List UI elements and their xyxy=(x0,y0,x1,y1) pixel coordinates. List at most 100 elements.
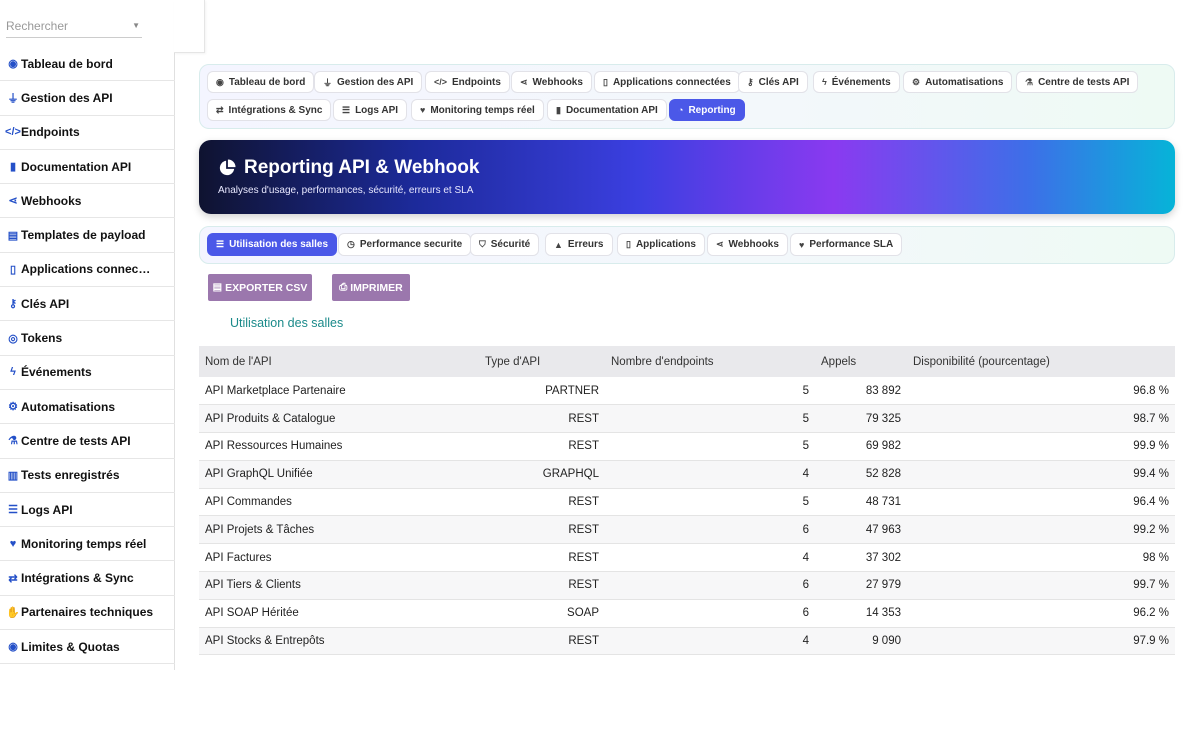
bolt-icon: ϟ xyxy=(10,366,16,379)
cell-api-type: REST xyxy=(568,412,599,425)
report-tab[interactable]: ▯ Applications xyxy=(617,233,705,256)
report-tab-label: Sécurité xyxy=(490,239,531,250)
cell-api-name: API Projets & Tâches xyxy=(205,523,315,536)
column-header-name[interactable]: Nom de l'API xyxy=(205,355,272,368)
tab[interactable]: ◔ Reporting xyxy=(669,99,745,121)
tab[interactable]: ◉ Tableau de bord xyxy=(207,71,315,93)
file-csv-icon: ▤ xyxy=(212,282,223,293)
cell-availability: 98 % xyxy=(1142,551,1169,564)
sidebar-item[interactable]: ✋ Partenaires techniques xyxy=(0,596,175,631)
tab[interactable]: ϟ Événements xyxy=(813,71,900,93)
tab-label: Intégrations & Sync xyxy=(228,104,323,116)
tab[interactable]: ⇄ Intégrations & Sync xyxy=(207,99,332,121)
tab-label: Reporting xyxy=(688,104,736,116)
cogs-icon: ⚙ xyxy=(912,76,921,87)
tab[interactable]: ▯ Applications connectées xyxy=(594,71,740,93)
gauge-icon: ◉ xyxy=(216,76,224,87)
column-header-calls[interactable]: Appels xyxy=(821,355,857,368)
share-icon: ⋖ xyxy=(8,195,18,208)
sidebar-item-label: Tokens xyxy=(21,331,63,346)
print-button[interactable]: ⎙ IMPRIMER xyxy=(332,274,410,301)
sidebar-item[interactable]: ϟ Événements xyxy=(0,356,175,390)
sidebar-item[interactable]: ▥ Tests enregistrés xyxy=(0,459,175,493)
tab[interactable]: ▮ Documentation API xyxy=(547,99,667,121)
report-tab[interactable]: ⋖ Webhooks xyxy=(707,233,788,256)
cell-availability: 99.7 % xyxy=(1133,579,1169,592)
cogs-icon: ⚙ xyxy=(8,401,18,414)
sidebar-item[interactable]: ⇄ Intégrations & Sync xyxy=(0,561,175,596)
sidebar-item-label: Logs API xyxy=(21,502,73,517)
chart-pie-icon xyxy=(219,159,236,176)
list-icon: ☰ xyxy=(8,504,18,516)
sidebar-nav: ◉ Tableau de bord ⏚ Gestion des API </> Endpo… xyxy=(0,47,175,665)
cell-api-type: REST xyxy=(568,579,599,592)
tab[interactable]: </> Endpoints xyxy=(425,71,510,93)
tab[interactable]: ☰ Logs API xyxy=(333,99,408,121)
sidebar-item[interactable]: ⋖ Webhooks xyxy=(0,184,175,219)
sidebar-item[interactable]: ☰ Logs API xyxy=(0,493,175,528)
cell-api-name: API GraphQL Unifiée xyxy=(205,468,313,481)
tab[interactable]: ⏚ Gestion des API xyxy=(314,71,423,93)
column-header-endpoints[interactable]: Nombre d'endpoints xyxy=(611,355,714,368)
report-tab[interactable]: ♥ Performance SLA xyxy=(790,233,903,256)
warning-icon: ▲ xyxy=(554,239,563,250)
exchange-icon: ⇄ xyxy=(8,572,18,585)
tab[interactable]: ⚙ Automatisations xyxy=(903,71,1013,93)
report-tab[interactable]: ⛉ Sécurité xyxy=(470,233,540,256)
sidebar-item[interactable]: ⚙ Automatisations xyxy=(0,390,175,425)
sidebar-item[interactable]: </> Endpoints xyxy=(0,116,175,150)
table-row: API GraphQL Unifiée GRAPHQL 4 52 828 99.4 % xyxy=(199,460,1175,489)
heartbeat-icon: ♥ xyxy=(9,537,17,550)
report-tab[interactable]: ▲ Erreurs xyxy=(545,233,613,256)
tab[interactable]: ⋖ Webhooks xyxy=(511,71,592,93)
report-tab[interactable]: ☰ Utilisation des salles xyxy=(207,233,338,256)
sidebar-item[interactable]: ♥ Monitoring temps réel xyxy=(0,527,175,562)
sidebar-item-label: Limites & Quotas xyxy=(21,639,120,654)
tab-label: Centre de tests API xyxy=(1038,76,1130,88)
sidebar-item[interactable]: ▮ Documentation API xyxy=(0,150,175,185)
column-header-availability[interactable]: Disponibilité (pourcentage) xyxy=(913,355,1050,368)
cell-endpoint-count: 6 xyxy=(802,523,809,536)
sidebar-item[interactable]: ⚗ Centre de tests API xyxy=(0,424,175,459)
sidebar-item[interactable]: ▯ Applications connec… xyxy=(0,253,175,288)
table-row: API SOAP Héritée SOAP 6 14 353 96.2 % xyxy=(199,599,1175,628)
cell-calls: 79 325 xyxy=(865,412,901,425)
export-csv-button[interactable]: ▤ EXPORTER CSV xyxy=(208,274,312,301)
cell-availability: 96.4 % xyxy=(1133,496,1169,509)
sidebar-item[interactable]: ⏚ Gestion des API xyxy=(0,81,175,116)
search-input[interactable]: Rechercher ▼ xyxy=(6,14,142,38)
sidebar-item[interactable]: ▤ Templates de payload xyxy=(0,218,175,253)
key-icon: ⚷ xyxy=(747,76,754,87)
table-row: API Ressources Humaines REST 5 69 982 99.9 % xyxy=(199,433,1175,461)
report-tab[interactable]: ◷ Performance securite xyxy=(338,233,472,256)
sidebar-item[interactable]: ◉ Tableau de bord xyxy=(0,47,175,82)
file-icon: ▤ xyxy=(7,229,19,242)
print-icon: ⎙ xyxy=(339,282,348,293)
main-tabs: ◉ Tableau de bord ⏚ Gestion des API </> Endpo… xyxy=(199,64,1175,129)
report-tab-label: Performance SLA xyxy=(809,239,894,250)
tab[interactable]: ♥ Monitoring temps réel xyxy=(411,99,544,121)
page-banner: Reporting API & Webhook Analyses d'usage… xyxy=(199,140,1175,214)
sidebar-item[interactable]: ◎ Tokens xyxy=(0,321,175,356)
table-row: API Produits & Catalogue REST 5 79 325 98.7 … xyxy=(199,404,1175,433)
tab-label: Endpoints xyxy=(452,76,501,88)
cell-calls: 14 353 xyxy=(865,607,901,620)
column-header-type[interactable]: Type d'API xyxy=(485,355,541,368)
cell-api-type: PARTNER xyxy=(545,384,599,397)
sidebar-item-label: Templates de payload xyxy=(21,228,146,243)
chevron-down-icon[interactable]: ▼ xyxy=(132,21,140,30)
handshake-icon: ✋ xyxy=(6,606,20,619)
table-header-row: Nom de l'API Type d'API Nombre d'endpoin… xyxy=(199,346,1175,377)
mobile-icon: ▯ xyxy=(9,263,17,276)
sidebar-item-label: Tests enregistrés xyxy=(21,468,120,483)
sidebar-item[interactable]: ◉ Limites & Quotas xyxy=(0,630,175,665)
sidebar-item-label: Partenaires techniques xyxy=(21,605,154,620)
tab[interactable]: ⚷ Clés API xyxy=(738,71,808,93)
tab-label: Monitoring temps réel xyxy=(430,104,535,116)
tab-label: Applications connectées xyxy=(612,76,731,88)
tab-label: Documentation API xyxy=(565,104,658,116)
table-row: API Marketplace Partenaire PARTNER 5 83 892… xyxy=(199,377,1175,405)
cell-calls: 83 892 xyxy=(865,384,901,397)
sidebar-item[interactable]: ⚷ Clés API xyxy=(0,287,175,322)
tab[interactable]: ⚗ Centre de tests API xyxy=(1016,71,1139,93)
